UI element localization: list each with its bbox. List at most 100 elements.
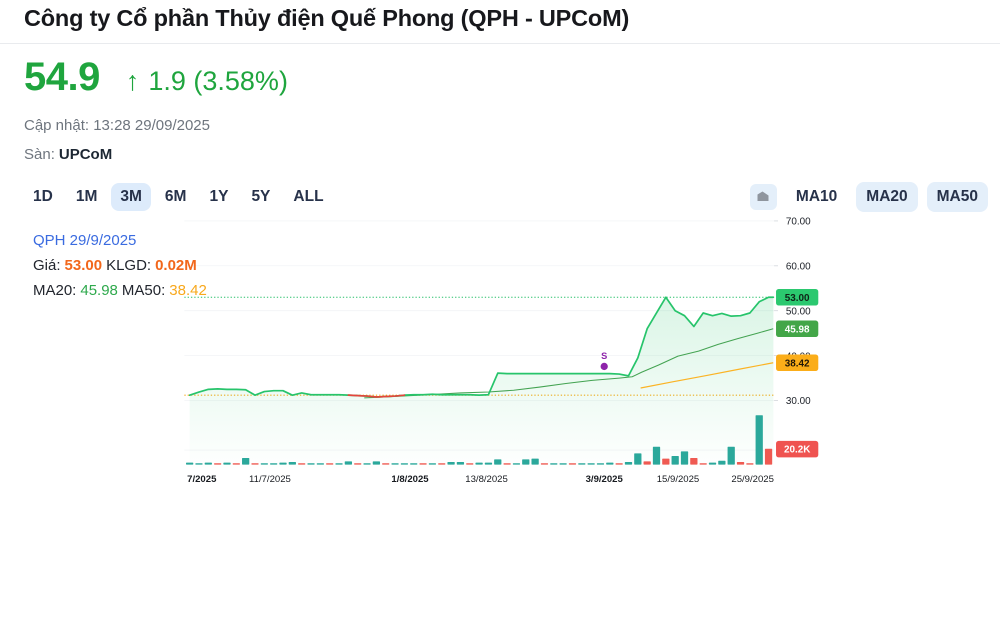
y-axis-label: 70.00 [786, 217, 811, 228]
volume-bar [419, 463, 427, 465]
chart-toolbar: 1D 1M 3M 6M 1Y 5Y ALL MA10 MA20 MA50 [24, 181, 988, 213]
price-change: 1.9 (3.58%) [148, 66, 288, 96]
range-tab-1d[interactable]: 1D [24, 183, 62, 212]
legend-ma50-label: MA50: [121, 282, 166, 299]
volume-bar [204, 462, 212, 465]
volume-bar [727, 446, 735, 465]
volume-bar [615, 463, 623, 465]
price-badge-label: 38.42 [785, 358, 810, 369]
volume-bar [531, 458, 539, 465]
volume-bar [652, 446, 661, 465]
ma50-line [640, 362, 774, 389]
range-tabs: 1D 1M 3M 6M 1Y 5Y ALL [24, 182, 333, 212]
legend-volume-value: 0.02M [155, 257, 197, 274]
legend-price-value: 53.00 [64, 257, 103, 274]
volume-bar [466, 463, 474, 465]
volume-bar [335, 463, 343, 465]
volume-bar [438, 463, 446, 465]
volume-bar [559, 463, 567, 465]
volume-bar [363, 463, 371, 465]
x-axis-label: 15/9/2025 [657, 474, 700, 485]
volume-bar [671, 456, 679, 465]
legend-symbol-date: QPH 29/9/2025 [33, 232, 137, 249]
range-tab-all[interactable]: ALL [284, 183, 332, 212]
volume-bar [382, 463, 390, 465]
y-axis-label: 30.00 [786, 396, 811, 407]
sell-signal-label: S [601, 351, 607, 361]
ma10-toggle[interactable]: MA10 [786, 182, 847, 213]
updated-timestamp: Cập nhật: 13:28 29/09/2025 [24, 117, 210, 134]
page-title: Công ty Cổ phần Thủy điện Quế Phong (QPH… [24, 5, 630, 31]
volume-bar [270, 463, 278, 465]
volume-bar [447, 461, 455, 465]
volume-bar [344, 461, 353, 465]
volume-bar [540, 463, 549, 465]
price-badge [776, 440, 819, 458]
volume-bar [260, 463, 268, 465]
legend-price-label: Giá: [33, 257, 61, 274]
exchange-info: Sàn: UPCoM [24, 146, 112, 163]
annotation-flag-button[interactable] [749, 184, 777, 210]
chart-legend: QPH 29/9/2025 Giá: 53.00 KLGD: 0.02M MA20: 4… [33, 228, 211, 303]
volume-bar [354, 463, 362, 465]
ma-controls: MA10 MA20 MA50 [749, 181, 988, 213]
volume-bar [690, 458, 698, 465]
volume-bar [186, 462, 194, 465]
volume-bar [279, 462, 287, 465]
volume-bar [568, 463, 577, 465]
header-divider [0, 43, 1000, 44]
volume-bar [456, 461, 465, 465]
volume-bar [484, 462, 493, 465]
volume-bar [522, 459, 530, 465]
range-tab-6m[interactable]: 6M [156, 183, 196, 212]
volume-bar [587, 463, 595, 465]
volume-bar [391, 463, 399, 465]
volume-bar [326, 463, 334, 465]
volume-bar [624, 461, 633, 465]
x-axis-label: 3/9/2025 [586, 474, 624, 485]
legend-ma50-value: 38.42 [169, 282, 207, 299]
volume-bar [662, 458, 670, 465]
sell-signal-dot [600, 362, 608, 371]
volume-bar [578, 463, 586, 465]
volume-bar [232, 463, 240, 465]
range-tab-3m[interactable]: 3M [111, 182, 151, 212]
x-axis-label: 1/8/2025 [391, 474, 429, 485]
up-arrow-icon: ↑ [125, 66, 140, 96]
volume-bar [550, 463, 558, 465]
price-row: 54.9 ↑ 1.9 (3.58%) [24, 55, 288, 100]
exchange-value: UPCoM [58, 146, 113, 163]
volume-bar [223, 462, 231, 465]
range-tab-1m[interactable]: 1M [67, 183, 107, 212]
y-axis-label: 60.00 [786, 261, 811, 272]
volume-bar [606, 462, 614, 465]
ma50-toggle[interactable]: MA50 [926, 181, 988, 213]
volume-bar [251, 463, 259, 465]
volume-bar [288, 461, 296, 465]
volume-bar [494, 459, 502, 465]
range-tab-5y[interactable]: 5Y [242, 183, 279, 212]
volume-bar [400, 463, 409, 465]
annotation-flag-icon [756, 190, 770, 205]
volume-bar [699, 463, 707, 465]
exchange-label: Sàn: [24, 146, 55, 163]
range-tab-1y[interactable]: 1Y [200, 183, 237, 212]
volume-bar [755, 415, 763, 465]
volume-bar [718, 460, 726, 465]
ma20-toggle[interactable]: MA20 [856, 181, 918, 213]
volume-bar [428, 463, 437, 465]
volume-bar [746, 463, 754, 465]
volume-bar [475, 462, 483, 465]
volume-bar [298, 463, 306, 465]
price-volume-chart[interactable]: 70.0060.0050.0040.0030.00S53.0045.9838.4… [0, 215, 1000, 633]
volume-bar [736, 461, 745, 465]
legend-volume-label: KLGD: [106, 257, 152, 274]
price-badge-label: 45.98 [785, 324, 810, 335]
volume-bar [503, 463, 511, 465]
volume-bar [680, 451, 689, 465]
volume-bar [410, 463, 418, 465]
ma20-line [364, 328, 774, 399]
price-badge-label: 53.00 [785, 293, 810, 304]
legend-ma20-value: 45.98 [80, 282, 118, 299]
